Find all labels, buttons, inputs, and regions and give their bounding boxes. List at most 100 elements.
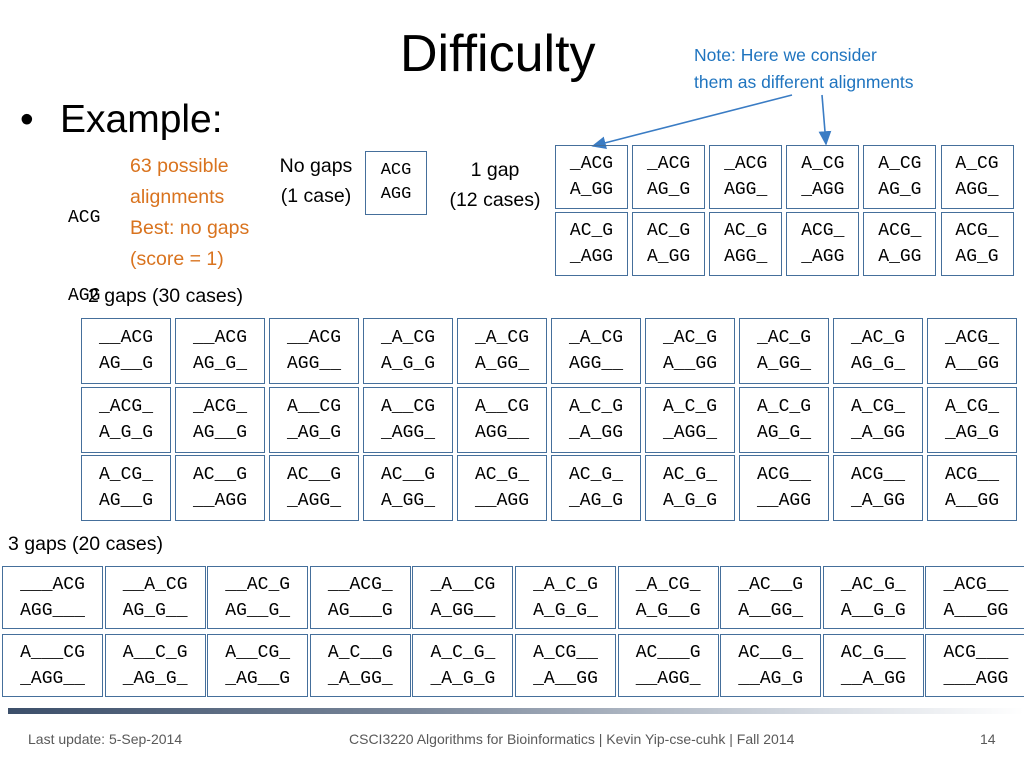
one-gap-alignment: ACG_ AG_G [940,212,1014,276]
two-gap-alignment: AC_G_ __AGG [457,455,547,521]
three-gap-alignment: _ACG__ A___GG [925,566,1024,629]
one-gap-label: 1 gap (12 cases) [440,155,550,215]
footer-course-info: CSCI3220 Algorithms for Bioinformatics |… [349,731,795,747]
alignment-top: AC_G_ [474,465,529,485]
alignment-bottom: A_GG_ [756,354,811,374]
alignment-bottom: AGG___ [20,600,85,621]
alignment-top: __A_CG [122,574,188,595]
alignment-top: _ACG [646,154,691,174]
alignment-top: ACG_ [955,221,999,241]
three-gap-alignment: _AC_G_ A__G_G [822,566,924,629]
alignment-bottom: A_G_G [380,354,435,374]
note-arrow-left [591,94,793,150]
alignment-top: _ACG [569,154,614,174]
three-gap-alignment: A___CG _AGG__ [2,634,103,697]
alignment-top: ___ACG [20,574,85,595]
alignment-top: A_CG_ [850,397,905,417]
alignment-bottom: __AG_G [738,668,804,689]
no-gaps-label: No gaps (1 case) [268,151,364,211]
two-gap-alignment: _ACG_ AG__G [175,387,265,453]
alignment-bottom: _AG__G [225,668,291,689]
two-gaps-label: 2 gaps (30 cases) [88,285,244,307]
alignment-bottom: _AGG [801,247,845,267]
alignment-bottom: _AGG [569,247,614,267]
alignment-bottom: _A_GG_ [327,668,393,689]
alignment-bottom: _A_G_G [430,668,496,689]
one-gap-alignment: _ACG A_GG [555,145,628,209]
alignment-top: A___CG [20,642,85,663]
alignment-bottom: A__GG [662,354,717,374]
alignment-bottom: _AGG_ [380,423,435,443]
alignment-bottom: AG_G_ [756,423,811,443]
alignment-bottom: A__GG_ [738,600,804,621]
one-gap-alignment: A_CG _AGG [786,145,860,209]
alignment-top: A_C_G [568,397,623,417]
alignment-bottom: A_GG [646,247,691,267]
alignment-bottom: __AGG [474,491,529,511]
no-gaps-alignment: ACG AGG [365,151,427,215]
alignment-top: __ACG_ [327,574,393,595]
two-gap-alignment: AC_G_ A_G_G [645,455,735,521]
alignment-top: _AC_G [662,328,717,348]
alignment-bottom: __A_GG [840,668,906,689]
three-gap-alignment: A_C__G _A_GG_ [309,634,411,697]
note-arrow-right [818,94,832,146]
two-gap-alignment: AC__G _AGG_ [269,455,359,521]
three-gap-alignment: AC_G__ __A_GG [822,634,924,697]
alignment-bottom: AG__G_ [225,600,291,621]
three-gap-alignment: A_C_G_ _A_G_G [412,634,514,697]
alignment-top: A_CG_ [98,465,153,485]
three-gap-alignment: _A_C_G A_G_G_ [515,566,616,629]
two-gap-alignment: A_CG_ AG__G [81,455,171,521]
one-gap-alignment: AC_G _AGG [555,212,628,276]
alignment-bottom: AG_G [878,180,922,200]
alignment-bottom: _AGG_ [662,423,717,443]
alignment-bottom: A__GG [944,354,999,374]
alignment-top: A_CG [801,154,845,174]
alignment-bottom: _AG_G [568,491,623,511]
alignment-top: __ACG [192,328,247,348]
three-gap-alignment: A__CG_ _AG__G [207,634,309,697]
alignment-top: __ACG [286,328,341,348]
alignment-bottom: _AG_G [286,423,341,443]
alignment-bottom: AGG [380,185,412,204]
alignment-top: AC_G [724,221,768,241]
alignment-top: AC___G [635,642,701,663]
three-gap-alignment: ACG___ ___AGG [925,634,1024,697]
three-gap-alignment: A_CG__ _A__GG [515,634,616,697]
two-gap-alignment: A_C_G _AGG_ [645,387,735,453]
alignment-top: A_CG [878,154,922,174]
alignment-bottom: A__GG [944,491,999,511]
example-sequences: ACG AGG [68,153,100,335]
alignment-top: ACG__ [944,465,999,485]
alignment-bottom: _AG_G_ [122,668,188,689]
alignment-top: ACG_ [801,221,845,241]
alignment-top: _ACG_ [192,397,247,417]
alignment-top: _A_CG [380,328,435,348]
alignment-bottom: A_GG_ [380,491,435,511]
alignment-top: ACG_ [878,221,922,241]
alignment-top: _A_C_G [533,574,598,595]
one-gap-alignment: AC_G AGG_ [709,212,783,276]
alignment-bottom: _AG_G [944,423,999,443]
example-seq-2: AGG [68,286,101,306]
info-line: (score = 1) [130,248,224,270]
alignment-top: AC_G [646,221,691,241]
alignment-bottom: A_G_G_ [533,600,598,621]
two-gap-alignment: ACG__ _A_GG [833,455,923,521]
bullet-text: Example: [60,98,223,141]
one-gap-alignment: A_CG AG_G [863,145,937,209]
two-gap-alignment: _AC_G AG_G_ [833,318,923,384]
alignment-top: _AC_G_ [840,574,906,595]
two-gap-alignment: A_CG_ _A_GG [833,387,923,453]
alignment-bottom: AGG_ [955,180,999,200]
alignment-bottom: _A_GG [568,423,623,443]
alignment-top: A_C_G_ [430,642,496,663]
three-gap-alignment: AC___G __AGG_ [617,634,719,697]
alignment-bottom: AGG__ [286,354,341,374]
alignment-bottom: _A__GG [533,668,598,689]
no-gaps-label-line1: No gaps [279,155,353,177]
alignment-bottom: _A_GG [850,491,905,511]
alignment-top: A_C__G [327,642,393,663]
alignment-bottom: AG__G [192,423,247,443]
